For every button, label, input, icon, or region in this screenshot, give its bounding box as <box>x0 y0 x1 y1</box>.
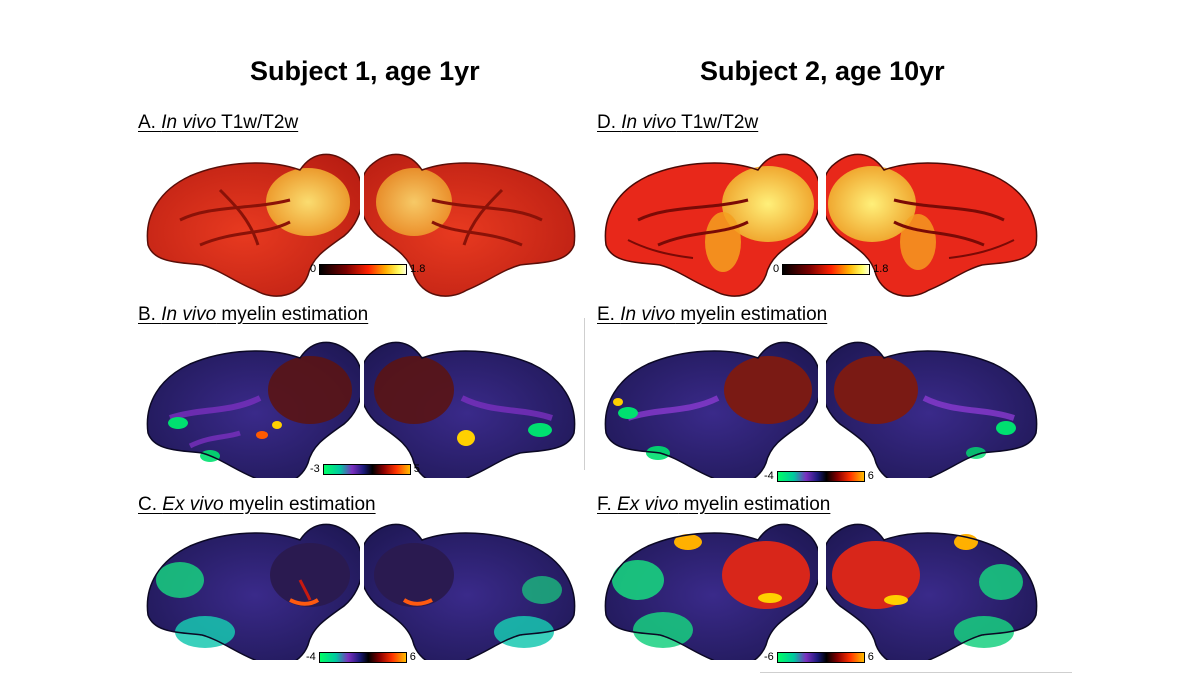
subject-1-title: Subject 1, age 1yr <box>250 56 480 86</box>
panel-d-left-hemisphere <box>604 153 818 297</box>
panel-a-scale-bar <box>319 263 408 275</box>
panel-b-right-hemisphere <box>364 341 576 478</box>
panel-c-left-hemisphere <box>146 523 360 660</box>
column-divider <box>584 318 585 470</box>
panel-a-left-hemisphere <box>146 153 360 297</box>
panel-b-scale-bar <box>322 463 411 475</box>
panel-a-scale-max: 1.8 <box>410 263 426 275</box>
panel-e-scale-max: 6 <box>867 470 874 482</box>
panel-f-right-hemisphere <box>826 523 1038 660</box>
panel-d-scale-min: 0 <box>773 263 780 275</box>
panel-e-scale-min: -4 <box>764 470 774 482</box>
panel-c-scale-max: 6 <box>409 651 416 663</box>
panel-d-scale-max: 1.8 <box>873 263 889 275</box>
panel-c-scale-min: -4 <box>306 651 316 663</box>
panel-f-scale-bar <box>776 651 865 663</box>
bottom-rule <box>760 672 1072 673</box>
panel-c-label: C. Ex vivo myelin estimation <box>138 494 376 515</box>
panel-b-scale-max: 5 <box>413 463 420 475</box>
panel-e-colorbar: -4 6 <box>764 470 874 482</box>
panel-c-scale-bar <box>318 651 407 663</box>
panel-f-scale-max: 6 <box>867 651 874 663</box>
panel-b-colorbar: -3 5 <box>310 463 420 475</box>
panel-a-label: A. In vivo T1w/T2w <box>138 112 299 133</box>
panel-b-scale-min: -3 <box>310 463 320 475</box>
subject-2-title: Subject 2, age 10yr <box>700 56 945 86</box>
panel-d-right-hemisphere <box>826 153 1038 297</box>
panel-c-right-hemisphere <box>364 523 576 660</box>
panel-d-colorbar: 0 1.8 <box>773 263 888 275</box>
panel-a-right-hemisphere <box>364 153 576 297</box>
panel-a-scale-min: 0 <box>310 263 317 275</box>
panel-e-scale-bar <box>776 470 865 482</box>
panel-b-label: B. In vivo myelin estimation <box>138 304 369 325</box>
panel-d-label: D. In vivo T1w/T2w <box>597 112 759 133</box>
panel-e-label: E. In vivo myelin estimation <box>597 304 828 325</box>
panel-d-scale-bar <box>782 263 871 275</box>
panel-a-colorbar: 0 1.8 <box>310 263 425 275</box>
panel-b-left-hemisphere <box>146 341 360 478</box>
panel-f-scale-min: -6 <box>764 651 774 663</box>
panel-e-right-hemisphere <box>826 341 1038 478</box>
panel-e-left-hemisphere <box>604 341 818 478</box>
panel-c-colorbar: -4 6 <box>306 651 416 663</box>
panel-f-left-hemisphere <box>604 523 818 660</box>
panel-f-label: F. Ex vivo myelin estimation <box>597 494 831 515</box>
panel-f-colorbar: -6 6 <box>764 651 874 663</box>
